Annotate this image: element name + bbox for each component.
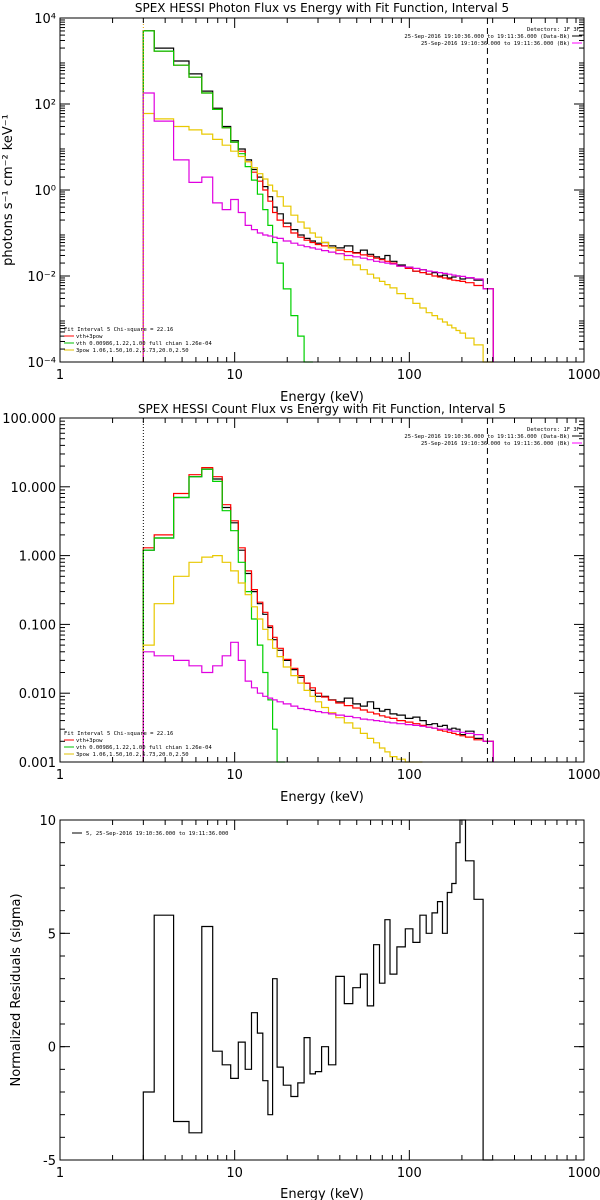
chart-title: SPEX HESSI Count Flux vs Energy with Fit… (138, 402, 506, 416)
legend-entry: vth+3pow (76, 334, 103, 340)
y-tick-label: 10.000 (11, 481, 57, 496)
legend-bottom-left: Fit Interval 5 Chi-square = 22.16 vth+3p… (64, 731, 212, 758)
series-line (142, 819, 494, 1161)
chart-title: SPEX HESSI Photon Flux vs Energy with Fi… (135, 1, 509, 15)
residuals-panel: 1 10 100 1000 -5 0 5 10 Energy (keV) Normalized… (9, 814, 600, 1200)
series-line (142, 641, 494, 762)
legend-entry: vth+3pow (76, 738, 103, 744)
series-line (142, 467, 494, 762)
series-line (142, 30, 313, 363)
y-tick-label: 10⁰ (34, 184, 56, 199)
series-line (142, 468, 494, 762)
legend-top-left: 5, 25-Sep-2016 19:10:36.000 to 19:11:36.… (72, 831, 228, 837)
series-line (142, 92, 494, 362)
plot-frame (59, 17, 585, 363)
y-tick-label: 10⁻² (27, 270, 56, 285)
axis-ticks: 1 10 100 1000 10⁻⁴ 10⁻² 10⁰ 10² 10⁴ (27, 12, 600, 383)
x-tick-label: 100 (397, 1166, 422, 1181)
x-axis-label: Energy (keV) (280, 790, 364, 805)
series-line (142, 30, 494, 362)
y-tick-label: 10⁻⁴ (27, 356, 56, 371)
count-flux-panel: SPEX HESSI Count Flux vs Energy with Fit… (2, 402, 600, 805)
count-flux-series (142, 467, 494, 763)
legend-top-right: Detectors: 1F 3F 25-Sep-2016 19:10:36.00… (404, 427, 582, 447)
legend-entry: Fit Interval 5 Chi-square = 22.16 (64, 731, 173, 737)
series-line (142, 30, 494, 362)
y-tick-label: 5 (48, 927, 56, 942)
x-tick-label: 1 (56, 768, 64, 783)
axis-ticks: 1 10 100 1000 0.001 0.010 0.100 1.000 10.000 100.… (2, 412, 600, 783)
x-tick-label: 1 (56, 1166, 64, 1181)
plot-frame (59, 417, 585, 763)
legend-entry: 25-Sep-2016 19:10:36.000 to 19:11:36.000… (404, 434, 570, 440)
legend-bottom-left: Fit Interval 5 Chi-square = 22.16 vth+3p… (64, 327, 212, 354)
legend-entry: vth 0.00986,1.22,1.00 full chian 1.26e-0… (76, 745, 212, 751)
y-tick-label: -5 (43, 1154, 56, 1169)
legend-entry: 3pow 1.06,1.50,10.2,5.73,20.0,2.50 (76, 348, 189, 354)
x-tick-label: 10 (226, 1166, 243, 1181)
y-tick-label: 1.000 (19, 550, 56, 565)
legend-entry: 25-Sep-2016 19:10:36.000 to 19:11:36.000… (421, 441, 570, 447)
photon-flux-series (142, 30, 494, 363)
y-tick-label: 100.000 (2, 412, 56, 427)
y-tick-label: 10⁴ (34, 12, 56, 27)
x-tick-label: 1 (56, 368, 64, 383)
plot-frame (59, 819, 585, 1161)
x-tick-label: 100 (397, 368, 422, 383)
x-tick-label: 1000 (567, 368, 600, 383)
x-tick-label: 1000 (567, 1166, 600, 1181)
y-tick-label: 0.001 (19, 756, 56, 771)
y-axis-label: Normalized Residuals (sigma) (9, 893, 24, 1086)
legend-top-right: Detectors: 1F 3F 25-Sep-2016 19:10:36.00… (404, 27, 582, 47)
series-line (142, 468, 286, 763)
x-axis-label: Energy (keV) (280, 1187, 364, 1200)
y-tick-label: 0.100 (19, 618, 56, 633)
legend-entry: vth 0.00986,1.22,1.00 full chian 1.26e-0… (76, 341, 212, 347)
legend-entry: Fit Interval 5 Chi-square = 22.16 (64, 327, 173, 333)
y-tick-label: 10² (34, 98, 56, 113)
series-line (142, 555, 423, 763)
legend-entry: 25-Sep-2016 19:10:36.000 to 19:11:36.000… (404, 34, 570, 40)
series-line (142, 112, 494, 363)
legend-entry: Detectors: 1F 3F (527, 27, 580, 33)
y-axis-label: photons s⁻¹ cm⁻² keV⁻¹ (1, 114, 16, 266)
photon-flux-panel: SPEX HESSI Photon Flux vs Energy with Fi… (1, 1, 600, 405)
legend-entry: Detectors: 1F 3F (527, 427, 580, 433)
count-flux-vlines (142, 418, 488, 762)
legend-entry: 3pow 1.06,1.50,10.2,5.73,20.0,2.50 (76, 752, 189, 758)
y-tick-label: 0 (48, 1041, 56, 1056)
y-tick-label: 10 (39, 814, 56, 829)
x-tick-label: 10 (226, 368, 243, 383)
x-tick-label: 10 (226, 768, 243, 783)
x-axis-label: Energy (keV) (280, 390, 364, 405)
x-tick-label: 1000 (567, 768, 600, 783)
photon-flux-vlines (142, 18, 488, 362)
legend-entry: 25-Sep-2016 19:10:36.000 to 19:11:36.000… (421, 41, 570, 47)
axis-ticks: 1 10 100 1000 -5 0 5 10 (39, 814, 600, 1181)
legend-entry: 5, 25-Sep-2016 19:10:36.000 to 19:11:36.… (86, 831, 228, 837)
x-tick-label: 100 (397, 768, 422, 783)
residuals-series (142, 819, 494, 1161)
y-tick-label: 0.010 (19, 687, 56, 702)
